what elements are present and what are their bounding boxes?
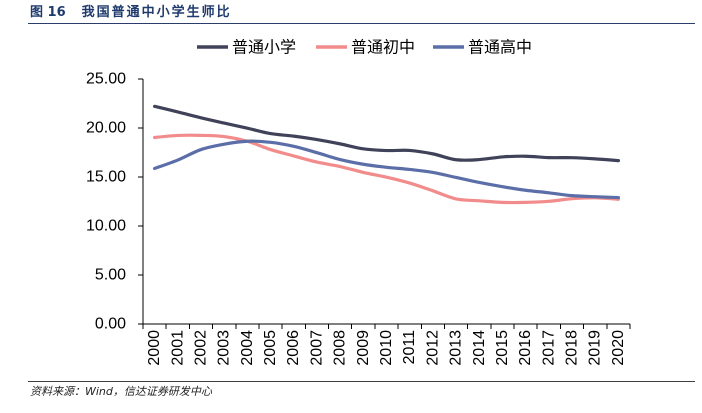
source-rule [28,381,695,382]
x-tick-label: 2007 [308,330,325,366]
y-tick-label: 10.00 [86,218,126,235]
x-tick-label: 2018 [564,330,581,366]
x-tick-label: 2014 [471,330,488,366]
x-tick-label: 2016 [517,330,534,366]
x-tick-label: 2011 [401,330,418,365]
x-tick-label: 2019 [587,330,604,366]
y-tick-label: 25.00 [86,71,126,88]
figure-title: 我国普通中小学生师比 [81,5,232,20]
x-tick-label: 2003 [216,330,233,366]
series-line-1 [153,104,620,163]
series-lines [153,104,620,205]
x-tick-label: 2002 [192,330,209,366]
x-tick-label: 2013 [448,330,465,366]
x-tick-label: 2000 [146,330,163,366]
x-tick-label: 2017 [540,330,557,366]
x-tick-label: 2008 [332,330,349,366]
y-tick-label: 15.00 [86,169,126,186]
legend-label: 普通初中 [351,38,415,57]
x-tick-label: 2006 [285,330,302,366]
x-tick-label: 2004 [239,330,256,366]
y-tick-label: 20.00 [86,120,126,137]
legend-item-2: 普通初中 [316,38,415,57]
legend-item-3: 普通高中 [433,38,532,57]
x-tick-label: 2010 [378,330,395,366]
legend-label: 普通高中 [468,38,532,57]
x-tick-label: 2015 [494,330,511,366]
series-line-2 [153,133,620,205]
figure-number: 图 16 [30,5,66,20]
x-tick-label: 2005 [262,330,279,366]
x-tick-label: 2020 [610,330,627,366]
header-rule [28,23,695,24]
y-tick-label: 0.00 [95,316,126,333]
x-tick-label: 2012 [424,330,441,366]
series-line-3 [153,139,620,200]
legend-item-1: 普通小学 [197,38,296,57]
figure-header: 图 16 我国普通中小学生师比 [30,4,232,22]
legend: 普通小学 普通初中 普通高中 [197,38,532,57]
y-tick-label: 5.00 [95,267,126,284]
x-tick-label: 2001 [169,330,186,366]
legend-label: 普通小学 [232,38,296,57]
source-note: 资料来源：Wind，信达证券研发中心 [30,385,212,398]
x-tick-label: 2009 [355,330,372,366]
axes: 0.00 5.00 10.00 15.00 20.00 25.00 2000 2001 2002… [86,71,631,366]
